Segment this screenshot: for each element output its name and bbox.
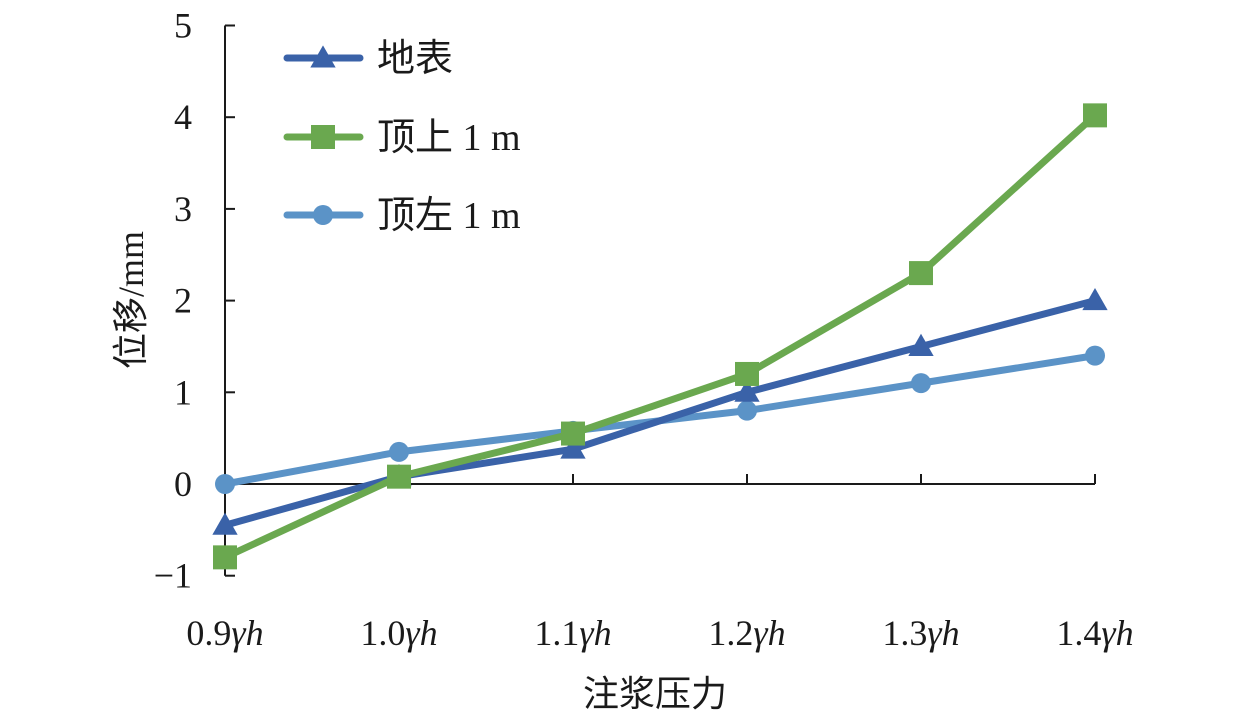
data-point bbox=[212, 512, 238, 535]
data-point bbox=[911, 373, 931, 394]
y-axis-label: 位移/mm bbox=[111, 231, 151, 369]
data-point bbox=[213, 545, 237, 570]
data-point bbox=[389, 441, 409, 462]
data-point bbox=[561, 421, 585, 446]
data-point bbox=[1082, 287, 1108, 311]
y-tick-label: −1 bbox=[154, 556, 192, 596]
x-tick-label: 1.0γh bbox=[360, 613, 437, 653]
data-point bbox=[1085, 345, 1105, 366]
x-axis-label: 注浆压力 bbox=[583, 674, 727, 714]
x-tick-label: 1.1γh bbox=[534, 613, 611, 653]
series-line bbox=[221, 111, 1099, 561]
y-tick-label: 2 bbox=[174, 281, 192, 321]
legend-marker bbox=[311, 125, 335, 149]
legend-item: 顶左 1 m bbox=[283, 195, 521, 237]
x-tick-label: 1.4γh bbox=[1056, 613, 1133, 653]
data-point bbox=[909, 261, 933, 286]
series-line bbox=[221, 297, 1099, 529]
legend-marker bbox=[313, 205, 333, 225]
y-tick-label: 0 bbox=[174, 464, 192, 504]
series-square bbox=[213, 103, 1107, 570]
data-point bbox=[1083, 103, 1107, 128]
y-tick-label: 3 bbox=[174, 189, 192, 229]
y-axis-ticks: −1 0 1 2 3 4 5 bbox=[154, 6, 235, 596]
legend-marker bbox=[310, 45, 336, 68]
data-point bbox=[735, 361, 759, 386]
data-point bbox=[387, 464, 411, 489]
y-tick-label: 4 bbox=[174, 97, 192, 137]
data-point bbox=[908, 333, 934, 356]
y-tick-label: 1 bbox=[174, 372, 192, 412]
x-tick-label: 0.9γh bbox=[186, 613, 263, 653]
x-axis-ticks: 0.9γh 1.0γh 1.1γh 1.2γh 1.3γh 1.4γh bbox=[186, 474, 1134, 653]
y-tick-label: 5 bbox=[174, 6, 192, 46]
x-tick-label: 1.2γh bbox=[708, 613, 785, 653]
legend-label: 顶左 1 m bbox=[377, 195, 521, 237]
legend-label: 地表 bbox=[377, 38, 453, 80]
data-point bbox=[560, 436, 586, 459]
data-point bbox=[737, 400, 757, 421]
legend-item: 顶上 1 m bbox=[283, 117, 521, 159]
series-layer bbox=[212, 103, 1108, 570]
x-tick-label: 1.3γh bbox=[882, 613, 959, 653]
legend-label: 顶上 1 m bbox=[377, 117, 521, 159]
data-point bbox=[734, 379, 760, 402]
legend-item: 地表 bbox=[283, 38, 453, 80]
data-point bbox=[215, 474, 235, 494]
